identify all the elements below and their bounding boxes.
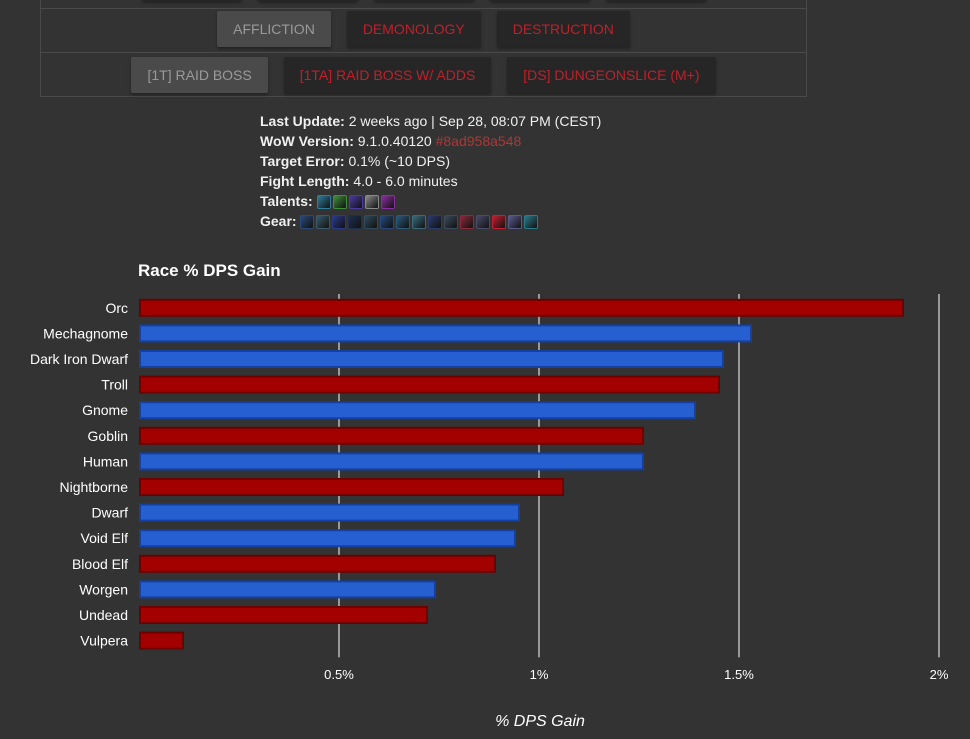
target-error-value: 0.1% (~10 DPS)	[348, 153, 450, 169]
chart-x-ticks: 0.5% 1% 1.5% 2%	[324, 667, 949, 682]
gear-item-icon[interactable]	[524, 215, 539, 229]
bar-vulpera[interactable]	[139, 631, 184, 650]
gear-item-icon[interactable]	[412, 215, 427, 229]
category-label: Worgen	[79, 581, 128, 597]
category-label: Blood Elf	[72, 556, 128, 572]
x-tick-label: 2%	[930, 667, 949, 682]
talent-icon[interactable]	[348, 195, 363, 209]
wow-version-value: 9.1.0.40120	[357, 133, 432, 149]
category-label: Undead	[79, 607, 128, 623]
spec-tabs: AFFLICTION DEMONOLOGY DESTRUCTION	[41, 11, 806, 47]
gear-item-icon[interactable]	[300, 215, 315, 229]
fight-tabs: [1T] RAID BOSS [1TA] RAID BOSS W/ ADDS […	[41, 57, 806, 93]
gear-item-icon[interactable]	[348, 215, 363, 229]
bar-worgen[interactable]	[139, 580, 436, 599]
sim-metadata: Last Update: 2 weeks ago | Sep 28, 08:07…	[260, 111, 601, 231]
talents-row: Talents:	[260, 191, 601, 211]
category-label: Human	[83, 453, 128, 469]
race-dps-chart: Race % DPS Gain Orc Mechagnome Dark Iron D…	[30, 261, 949, 730]
bar-orc[interactable]	[139, 298, 904, 317]
wow-version-hash-link[interactable]: #8ad958a548	[435, 133, 522, 149]
target-error-row: Target Error: 0.1% (~10 DPS)	[260, 151, 601, 171]
category-label: Vulpera	[80, 633, 128, 649]
nav-divider	[41, 52, 806, 53]
category-label: Dark Iron Dwarf	[30, 351, 128, 367]
category-label: Goblin	[88, 428, 128, 444]
tab-dungeonslice[interactable]: [DS] DUNGEONSLICE (M+)	[507, 57, 716, 93]
tab-affliction[interactable]: AFFLICTION	[217, 11, 331, 47]
gear-item-icon[interactable]	[444, 215, 459, 229]
last-update-value: 2 weeks ago | Sep 28, 08:07 PM (CEST)	[348, 113, 602, 129]
nav-divider	[41, 8, 806, 9]
talent-icons	[316, 195, 395, 209]
fight-length-row: Fight Length: 4.0 - 6.0 minutes	[260, 171, 601, 191]
gear-item-icon[interactable]	[428, 215, 443, 229]
category-label: Void Elf	[81, 530, 129, 546]
x-tick-label: 1.5%	[724, 667, 754, 682]
chart-category-labels: Orc Mechagnome Dark Iron Dwarf Troll Gnome Go…	[30, 300, 128, 649]
bar-void-elf[interactable]	[139, 529, 516, 548]
gear-row: Gear:	[260, 211, 601, 231]
talents-label: Talents:	[260, 193, 313, 209]
bar-undead[interactable]	[139, 606, 428, 624]
tab-demonology[interactable]: DEMONOLOGY	[346, 11, 481, 47]
gear-item-icon[interactable]	[508, 215, 523, 229]
nav-button-partial-5[interactable]	[605, 0, 706, 1]
category-label: Troll	[101, 377, 128, 393]
bar-mechagnome[interactable]	[139, 324, 752, 343]
tab-raid-boss-adds[interactable]: [1TA] RAID BOSS W/ ADDS	[283, 57, 492, 93]
nav-button-partial-2[interactable]	[257, 0, 358, 1]
talent-icon[interactable]	[380, 195, 395, 209]
gear-label: Gear:	[260, 213, 297, 229]
chart-title: Race % DPS Gain	[138, 261, 281, 280]
category-label: Nightborne	[60, 479, 129, 495]
category-label: Mechagnome	[43, 325, 128, 341]
wow-version-row: WoW Version: 9.1.0.40120 #8ad958a548	[260, 131, 601, 151]
bar-human[interactable]	[139, 452, 644, 471]
nav-button-partial-1[interactable]	[141, 0, 242, 1]
bar-goblin[interactable]	[139, 426, 644, 445]
gear-item-icon[interactable]	[476, 215, 491, 229]
nav-panel: AFFLICTION DEMONOLOGY DESTRUCTION [1T] R…	[40, 0, 807, 97]
target-error-label: Target Error:	[260, 153, 345, 169]
gear-item-icon[interactable]	[396, 215, 411, 229]
nav-button-partial-3[interactable]	[373, 0, 474, 1]
fight-length-label: Fight Length:	[260, 173, 350, 189]
tab-raid-boss[interactable]: [1T] RAID BOSS	[131, 57, 268, 93]
nav-button-partial-4[interactable]	[489, 0, 590, 1]
gear-item-icon[interactable]	[364, 215, 379, 229]
tab-destruction[interactable]: DESTRUCTION	[496, 11, 630, 47]
nav-row-partial	[41, 0, 806, 1]
gear-item-icon[interactable]	[460, 215, 475, 229]
wow-version-label: WoW Version:	[260, 133, 354, 149]
last-update-label: Last Update:	[260, 113, 345, 129]
bar-nightborne[interactable]	[139, 478, 564, 496]
gear-item-icon[interactable]	[316, 215, 331, 229]
chart-grid	[338, 294, 940, 658]
bar-troll[interactable]	[139, 375, 720, 394]
gear-item-icon[interactable]	[332, 215, 347, 229]
gear-item-icon[interactable]	[492, 215, 507, 229]
talent-icon[interactable]	[364, 195, 379, 209]
x-tick-label: 0.5%	[324, 667, 354, 682]
category-label: Dwarf	[91, 505, 128, 521]
bar-dwarf[interactable]	[139, 503, 520, 522]
gear-item-icon[interactable]	[380, 215, 395, 229]
last-update-row: Last Update: 2 weeks ago | Sep 28, 08:07…	[260, 111, 601, 131]
category-label: Orc	[105, 300, 128, 316]
x-tick-label: 1%	[530, 667, 549, 682]
bar-gnome[interactable]	[139, 401, 696, 420]
gear-icons	[300, 215, 539, 229]
talent-icon[interactable]	[316, 195, 331, 209]
category-label: Gnome	[82, 402, 128, 418]
bar-blood-elf[interactable]	[139, 554, 496, 573]
fight-length-value: 4.0 - 6.0 minutes	[353, 173, 458, 189]
bar-dark-iron-dwarf[interactable]	[139, 350, 724, 368]
talent-icon[interactable]	[332, 195, 347, 209]
chart-bars	[139, 298, 904, 650]
x-axis-label: % DPS Gain	[495, 713, 585, 730]
